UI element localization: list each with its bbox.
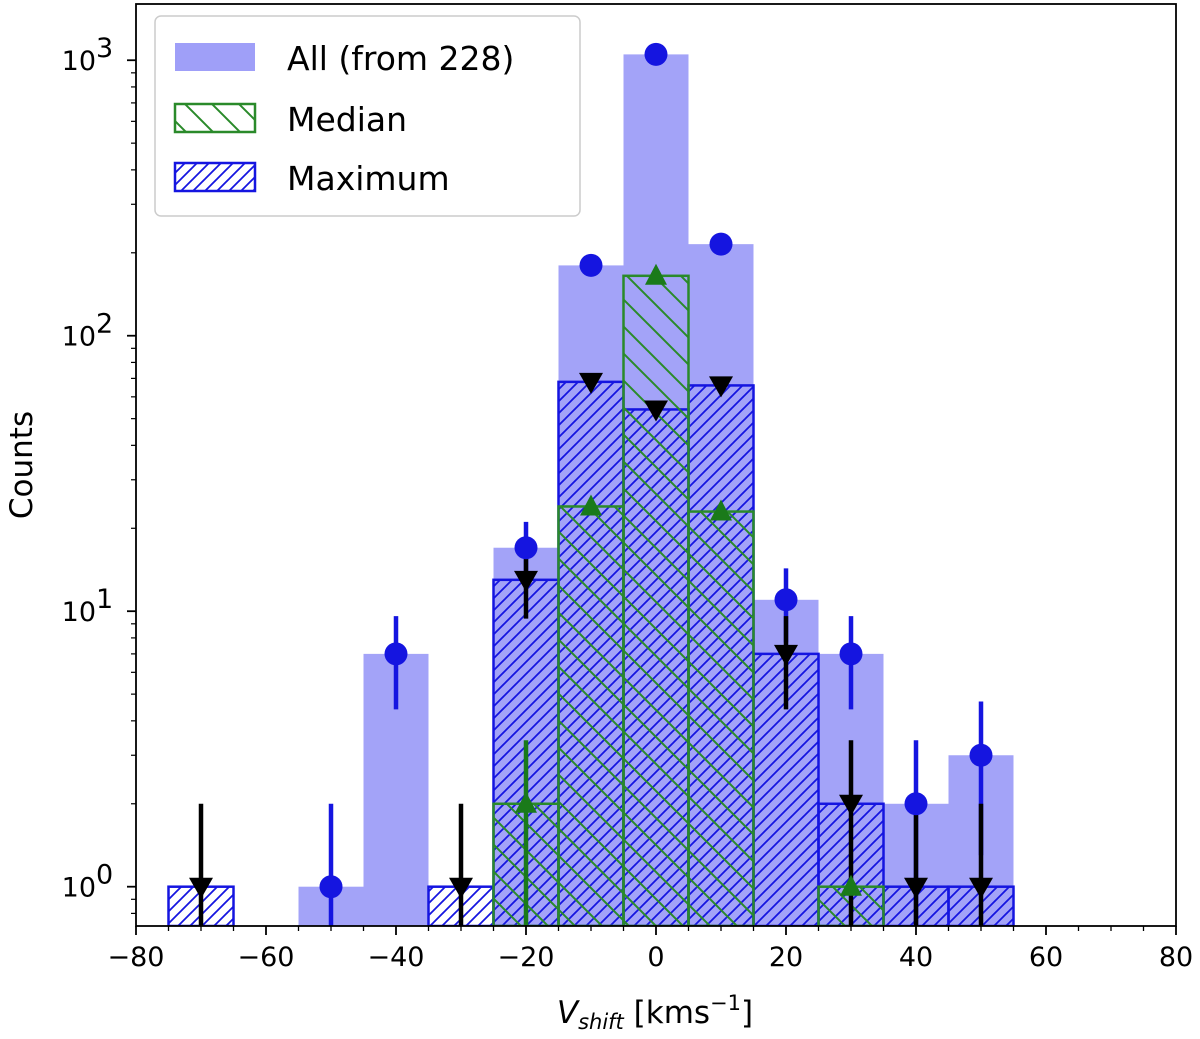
marker-maximum [904, 877, 928, 899]
marker-median [580, 494, 602, 516]
marker-maximum [189, 877, 213, 899]
marker-maximum [774, 644, 798, 666]
marker-maximum [514, 570, 538, 592]
marker-all [579, 253, 603, 277]
y-tick-label: 10 [62, 597, 96, 628]
x-axis-label-close: ] [741, 995, 753, 1031]
marker-all [969, 743, 993, 767]
marker-median [710, 499, 732, 521]
y-tick-label: 10 [62, 46, 96, 77]
legend-frame [154, 15, 581, 217]
y-tick-label-exponent: 3 [96, 33, 113, 64]
bar-median [622, 274, 690, 926]
x-tick-label: −80 [108, 942, 165, 973]
y-axis-label: Counts [4, 411, 40, 519]
legend: All (from 228) Median Maximum [154, 15, 581, 217]
x-tick-label: −40 [368, 942, 425, 973]
y-tick-label: 10 [62, 873, 96, 904]
x-tick-label: −20 [498, 942, 555, 973]
marker-maximum [644, 400, 668, 422]
x-tick-label: −60 [238, 942, 295, 973]
x-axis-label-exponent: −1 [710, 991, 741, 1015]
marker-median [645, 263, 667, 285]
marker-all [774, 588, 798, 612]
legend-label-maximum: Maximum [287, 159, 450, 198]
markers-layer [189, 42, 993, 899]
legend-swatch-median [173, 102, 257, 134]
marker-maximum [579, 372, 603, 394]
x-axis-label-main: V [557, 995, 581, 1031]
marker-all [839, 642, 863, 666]
y-tick-label: 10 [62, 322, 96, 353]
y-tick-label-base: 10 [62, 46, 96, 77]
legend-label-median: Median [287, 100, 407, 139]
marker-all [904, 792, 928, 816]
marker-all [319, 875, 343, 899]
marker-all [384, 642, 408, 666]
x-tick-label: 40 [899, 942, 933, 973]
x-axis-label: Vshift [kms−1] [557, 991, 753, 1034]
marker-all [514, 536, 538, 560]
marker-all [644, 42, 668, 66]
marker-median [515, 791, 537, 813]
x-tick-label: 60 [1029, 942, 1063, 973]
marker-median [840, 874, 862, 896]
marker-maximum [839, 794, 863, 816]
y-tick-label-exponent: 0 [96, 860, 113, 891]
y-tick-label-exponent: 1 [96, 584, 113, 615]
marker-all [709, 232, 733, 256]
x-axis-label-subscript: shift [578, 1010, 624, 1034]
bar-median [557, 505, 625, 926]
x-tick-label: 20 [769, 942, 803, 973]
y-tick-label-exponent: 2 [96, 309, 113, 340]
x-axis: −80 −60 −40 −20 0 20 40 60 80 [108, 926, 1193, 973]
marker-maximum [449, 877, 473, 899]
x-axis-label-unit: [kms [624, 995, 710, 1031]
x-tick-label: 0 [647, 942, 664, 973]
y-tick-label-base: 10 [62, 597, 96, 628]
y-tick-label-base: 10 [62, 322, 96, 353]
legend-swatch-all [175, 43, 255, 71]
y-tick-label-base: 10 [62, 873, 96, 904]
legend-label-all: All (from 228) [287, 39, 514, 78]
marker-maximum [969, 877, 993, 899]
marker-maximum [709, 376, 733, 398]
bar-median [687, 510, 755, 926]
x-tick-label: 80 [1159, 942, 1193, 973]
legend-swatch-maximum [173, 161, 257, 193]
